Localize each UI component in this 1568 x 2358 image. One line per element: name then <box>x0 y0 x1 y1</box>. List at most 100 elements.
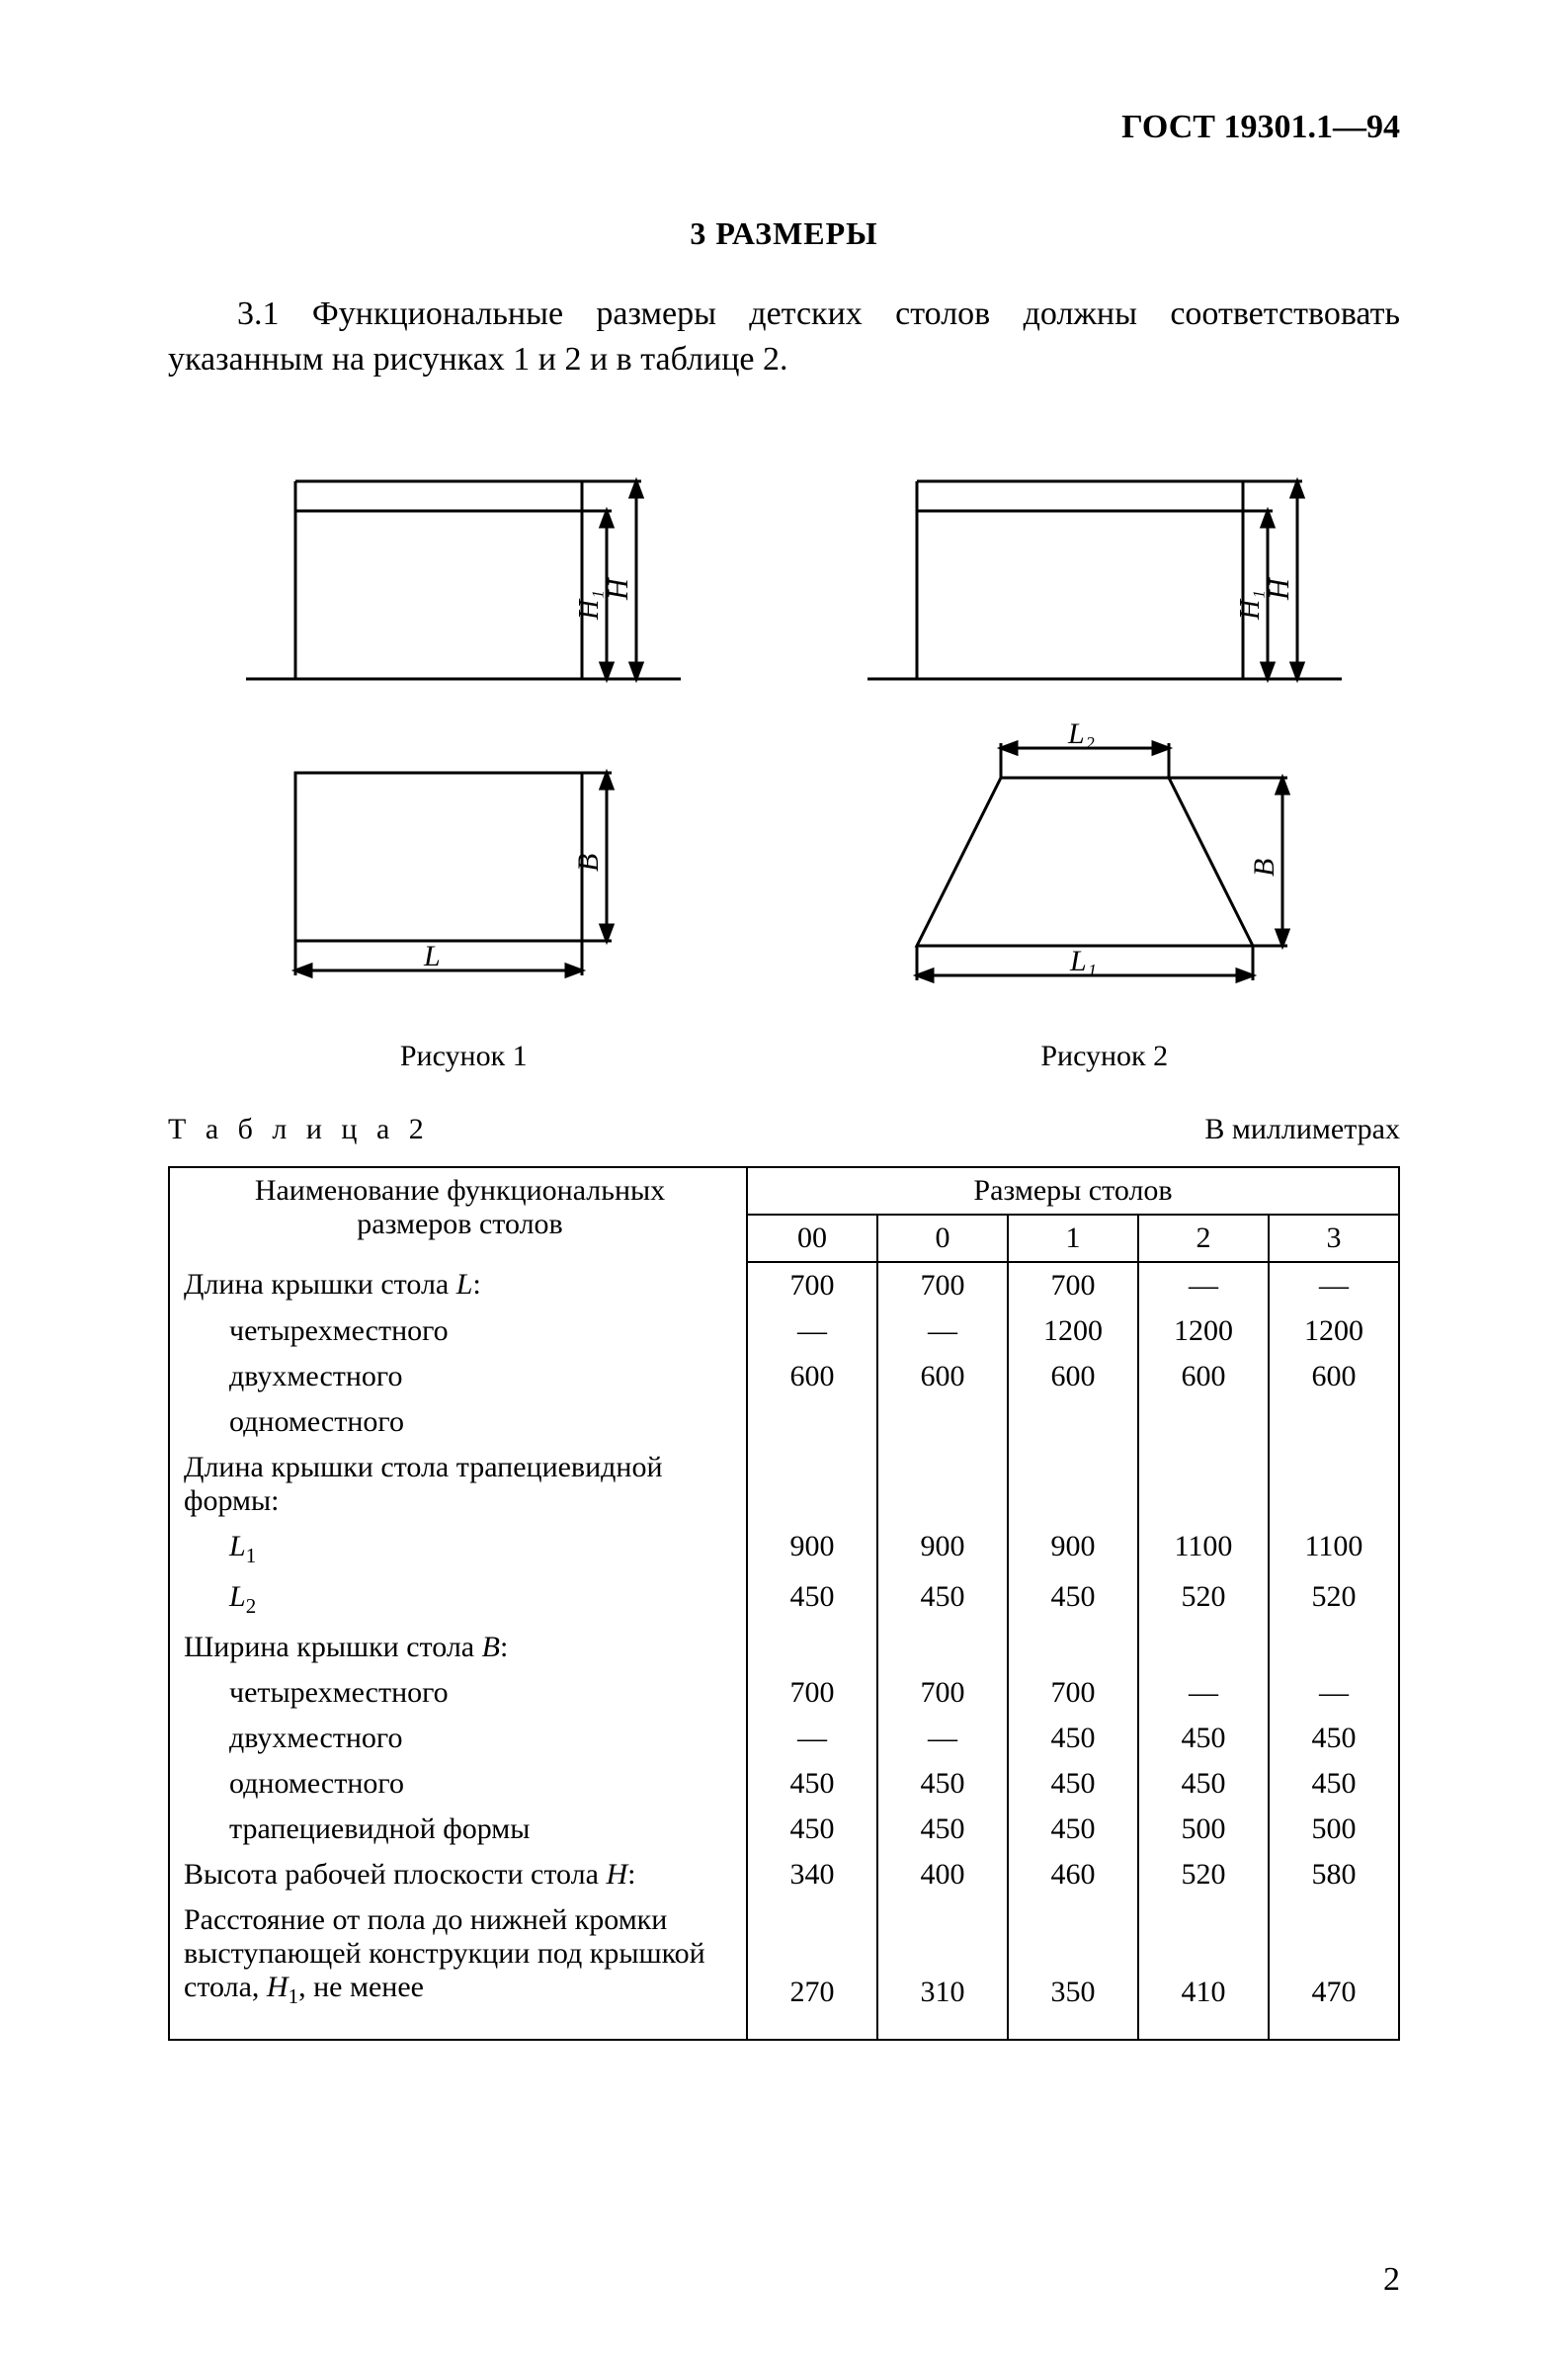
table-cell: 520 <box>1138 1852 1269 1897</box>
svg-text:L₁: L₁ <box>1069 945 1097 977</box>
svg-text:H₁: H₁ <box>1235 590 1266 621</box>
svg-text:L: L <box>423 940 441 972</box>
table-cell <box>1138 1399 1269 1445</box>
dimensions-table: Наименование функциональных размеров сто… <box>168 1166 1400 2041</box>
table-cell: 450 <box>1269 1761 1399 1807</box>
table-row-label: Длина крышки стола трапециевидной формы: <box>169 1445 747 1524</box>
table-cell: 1100 <box>1269 1524 1399 1574</box>
table-cell: 700 <box>877 1262 1008 1308</box>
table-row-label: Расстояние от пола до нижней кромки выст… <box>169 1897 747 2040</box>
table-cell: 600 <box>877 1354 1008 1399</box>
table-cell: 450 <box>1138 1761 1269 1807</box>
table-cell: 450 <box>747 1807 877 1852</box>
table-row-label: L2 <box>169 1574 747 1625</box>
table-cell: 450 <box>747 1761 877 1807</box>
table-cell <box>747 1445 877 1524</box>
table-cell: 900 <box>877 1524 1008 1574</box>
th-group: Размеры столов <box>747 1167 1399 1215</box>
th-col-3: 3 <box>1269 1215 1399 1262</box>
table-cell <box>747 1625 877 1670</box>
table-cell <box>877 1399 1008 1445</box>
figures-row: H H₁ B <box>168 422 1400 1073</box>
table-row-label: четырехместного <box>169 1308 747 1354</box>
table-cell: 600 <box>1269 1354 1399 1399</box>
svg-text:B: B <box>572 853 605 871</box>
table-cell: 470 <box>1269 1897 1399 2040</box>
table-cell: — <box>877 1308 1008 1354</box>
table-cell: 500 <box>1138 1807 1269 1852</box>
table-cell: 450 <box>1008 1716 1138 1761</box>
table-cell: 900 <box>747 1524 877 1574</box>
table-cell <box>1269 1445 1399 1524</box>
table-cell: — <box>747 1308 877 1354</box>
para-text: 3.1 Функциональные размеры детских столо… <box>168 295 1400 378</box>
table-row-label: Длина крышки стола L: <box>169 1262 747 1308</box>
table-cell: 450 <box>1008 1574 1138 1625</box>
table-cell: 410 <box>1138 1897 1269 2040</box>
figure-2-svg: H H₁ <box>828 422 1381 1015</box>
table-cell: 600 <box>747 1354 877 1399</box>
table-cell: 900 <box>1008 1524 1138 1574</box>
table-row-label: L1 <box>169 1524 747 1574</box>
page-number: 2 <box>1383 2261 1400 2299</box>
table-cell: 700 <box>747 1670 877 1716</box>
table-caption-right: В миллиметрах <box>1204 1113 1400 1146</box>
table-cell: 400 <box>877 1852 1008 1897</box>
table-cell: 460 <box>1008 1852 1138 1897</box>
th-col-1: 1 <box>1008 1215 1138 1262</box>
table-cell: 1100 <box>1138 1524 1269 1574</box>
table-cell <box>1008 1399 1138 1445</box>
table-cell: 1200 <box>1138 1308 1269 1354</box>
table-cell <box>877 1445 1008 1524</box>
table-cell: 450 <box>877 1574 1008 1625</box>
table-cell: 450 <box>877 1761 1008 1807</box>
figure-2-caption: Рисунок 2 <box>1040 1040 1168 1073</box>
table-cell: 450 <box>877 1807 1008 1852</box>
th-name-line2: размеров столов <box>357 1208 562 1240</box>
table-row-label: одноместного <box>169 1761 747 1807</box>
th-col-00: 00 <box>747 1215 877 1262</box>
table-cell <box>1138 1625 1269 1670</box>
table-cell: 450 <box>1138 1716 1269 1761</box>
table-cell: 350 <box>1008 1897 1138 2040</box>
table-row-label: Ширина крышки стола B: <box>169 1625 747 1670</box>
table-cell <box>747 1399 877 1445</box>
table-cell: 520 <box>1138 1574 1269 1625</box>
svg-text:B: B <box>1248 858 1280 876</box>
table-cell: 1200 <box>1269 1308 1399 1354</box>
table-row-label: трапециевидной формы <box>169 1807 747 1852</box>
table-row-label: двухместного <box>169 1716 747 1761</box>
table-row-label: четырехместного <box>169 1670 747 1716</box>
figure-1-svg: H H₁ B <box>206 422 720 1015</box>
table-cell: 450 <box>1008 1761 1138 1807</box>
table-cell: 700 <box>877 1670 1008 1716</box>
table-cell: 700 <box>1008 1262 1138 1308</box>
table-cell <box>1008 1625 1138 1670</box>
table-cell: 450 <box>747 1574 877 1625</box>
table-cell: — <box>1269 1670 1399 1716</box>
svg-text:L₂: L₂ <box>1067 717 1095 750</box>
svg-text:H₁: H₁ <box>574 590 605 621</box>
table-cell <box>1269 1625 1399 1670</box>
table-cell: — <box>1138 1262 1269 1308</box>
table-cell: 310 <box>877 1897 1008 2040</box>
section-title: 3 РАЗМЕРЫ <box>168 215 1400 252</box>
table-cell <box>877 1625 1008 1670</box>
page: ГОСТ 19301.1—94 3 РАЗМЕРЫ 3.1 Функционал… <box>0 0 1568 2358</box>
table-cell: — <box>877 1716 1008 1761</box>
figure-1: H H₁ B <box>168 422 760 1073</box>
table-cell: 700 <box>747 1262 877 1308</box>
table-caption-row: Т а б л и ц а 2 В миллиметрах <box>168 1113 1400 1146</box>
table-cell: 340 <box>747 1852 877 1897</box>
table-row-label: Высота рабочей плоскости стола H: <box>169 1852 747 1897</box>
table-cell <box>1269 1399 1399 1445</box>
th-name-line1: Наименование функциональных <box>255 1174 665 1207</box>
table-cell: 500 <box>1269 1807 1399 1852</box>
table-cell: 600 <box>1008 1354 1138 1399</box>
table-row-label: одноместного <box>169 1399 747 1445</box>
table-cell <box>1138 1445 1269 1524</box>
table-cell <box>1008 1445 1138 1524</box>
table-cell: 1200 <box>1008 1308 1138 1354</box>
svg-text:H: H <box>1263 576 1295 601</box>
table-caption-left: Т а б л и ц а 2 <box>168 1113 430 1146</box>
